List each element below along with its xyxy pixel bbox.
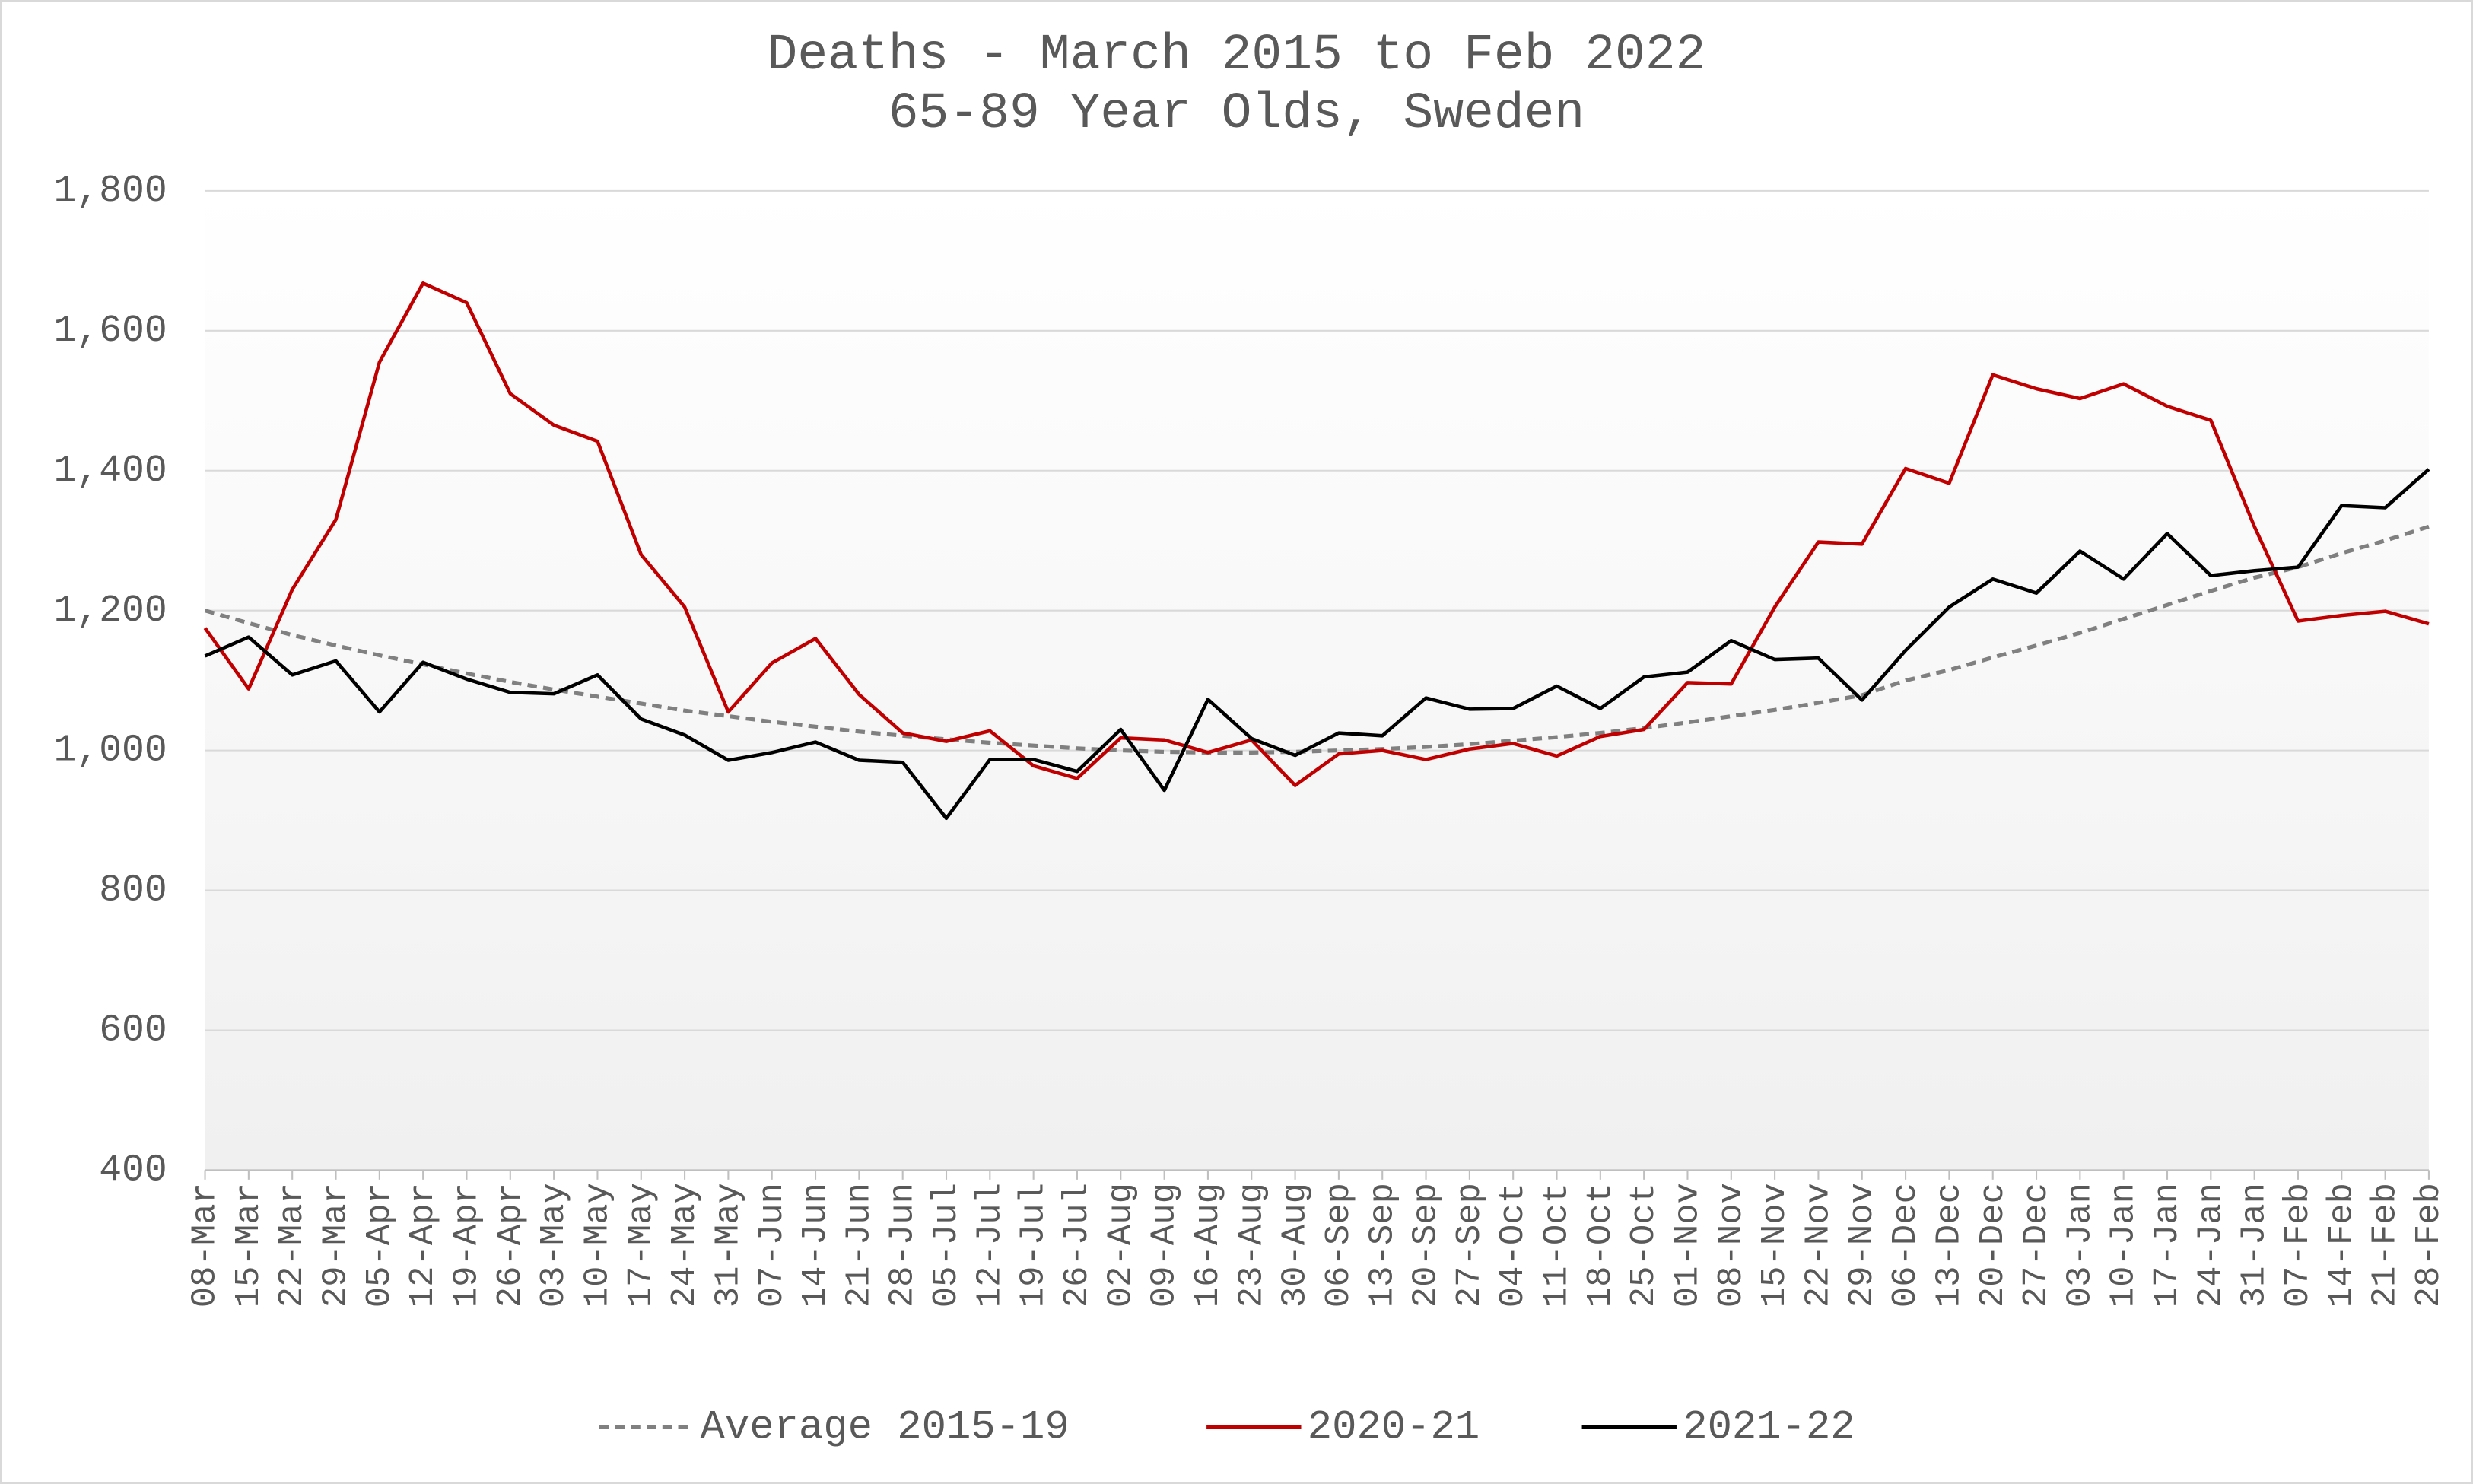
- x-tick-label: 28-Jun: [883, 1183, 923, 1308]
- x-tick-label: 20-Dec: [1973, 1183, 2013, 1308]
- x-tick-label: 27-Sep: [1450, 1183, 1489, 1308]
- x-tick-label: 01-Nov: [1668, 1183, 1708, 1308]
- plot-area: [205, 190, 2429, 1171]
- x-tick-label: 18-Oct: [1581, 1183, 1620, 1308]
- line-series: [204, 468, 2430, 821]
- x-tick-label: 31-Jan: [2235, 1183, 2274, 1308]
- x-tick-label: 29-Mar: [316, 1183, 356, 1308]
- x-tick-label: 23-Aug: [1232, 1183, 1271, 1308]
- x-tick-label: 29-Nov: [1842, 1183, 1882, 1308]
- x-tick-label: 30-Aug: [1276, 1183, 1315, 1308]
- line-series: [203, 281, 2430, 787]
- legend-label: 2020-21: [1308, 1405, 1480, 1451]
- x-tick-label: 12-Jul: [970, 1183, 1009, 1308]
- x-tick-label: 14-Jun: [796, 1183, 835, 1308]
- y-tick-label: 1,000: [54, 729, 167, 772]
- x-tick-label: 17-Jan: [2147, 1183, 2187, 1308]
- x-tick-label: 26-Apr: [491, 1183, 530, 1308]
- y-tick-label: 1,600: [54, 310, 167, 352]
- x-tick-label: 26-Jul: [1057, 1183, 1097, 1308]
- x-tick-label: 19-Jul: [1014, 1183, 1054, 1308]
- x-tick-label: 13-Dec: [1929, 1183, 1969, 1308]
- x-tick-label: 16-Aug: [1188, 1183, 1228, 1308]
- x-tick-label: 31-May: [708, 1183, 748, 1308]
- x-tick-label: 06-Dec: [1886, 1183, 1925, 1308]
- y-tick-label: 1,800: [54, 170, 167, 212]
- legend-label: 2021-22: [1683, 1405, 1855, 1451]
- x-tick-label: 06-Sep: [1319, 1183, 1359, 1308]
- x-tick-label: 21-Feb: [2366, 1183, 2405, 1308]
- y-tick-label: 1,200: [54, 589, 167, 632]
- x-tick-label: 08-Nov: [1712, 1183, 1751, 1308]
- y-tick-label: 800: [99, 869, 167, 912]
- chart-title: Deaths - March 2015 to Feb 2022: [768, 27, 1706, 84]
- y-tick-label: 600: [99, 1009, 167, 1052]
- y-tick-label: 1,400: [54, 450, 167, 492]
- x-tick-label: 05-Apr: [360, 1183, 399, 1308]
- x-tick-label: 24-Jan: [2191, 1183, 2230, 1308]
- x-tick-label: 10-Jan: [2104, 1183, 2144, 1308]
- x-tick-label: 15-Nov: [1755, 1183, 1794, 1308]
- x-tick-label: 04-Oct: [1493, 1183, 1533, 1308]
- x-tick-label: 20-Sep: [1407, 1183, 1446, 1308]
- x-tick-label: 07-Feb: [2278, 1183, 2318, 1308]
- x-tick-label: 28-Feb: [2409, 1183, 2449, 1308]
- x-tick-label: 03-Jan: [2060, 1183, 2100, 1308]
- x-tick-label: 27-Dec: [2017, 1183, 2056, 1308]
- chart-subtitle: 65-89 Year Olds, Sweden: [888, 85, 1585, 142]
- x-tick-label: 24-May: [665, 1183, 704, 1308]
- x-tick-label: 09-Aug: [1145, 1183, 1184, 1308]
- x-tick-label: 22-Nov: [1798, 1183, 1838, 1308]
- x-tick-label: 15-Mar: [229, 1183, 269, 1308]
- y-tick-label: 400: [99, 1149, 167, 1192]
- x-tick-label: 13-Sep: [1362, 1183, 1402, 1308]
- x-tick-label: 14-Feb: [2322, 1183, 2361, 1308]
- x-tick-label: 03-May: [534, 1183, 574, 1308]
- x-tick-label: 08-Mar: [186, 1183, 225, 1308]
- legend-label: Average 2015-19: [701, 1405, 1070, 1451]
- x-tick-label: 22-Mar: [272, 1183, 312, 1308]
- line-series: [204, 524, 2430, 755]
- x-tick-label: 11-Oct: [1537, 1183, 1577, 1308]
- x-tick-label: 07-Jun: [752, 1183, 792, 1308]
- x-tick-label: 05-Jul: [927, 1183, 966, 1308]
- x-tick-label: 02-Aug: [1101, 1183, 1140, 1308]
- x-tick-label: 25-Oct: [1624, 1183, 1664, 1308]
- x-tick-label: 10-May: [577, 1183, 617, 1308]
- x-tick-label: 21-Jun: [839, 1183, 879, 1308]
- x-tick-label: 19-Apr: [447, 1183, 487, 1308]
- x-tick-label: 12-Apr: [403, 1183, 443, 1308]
- x-tick-label: 17-May: [621, 1183, 661, 1308]
